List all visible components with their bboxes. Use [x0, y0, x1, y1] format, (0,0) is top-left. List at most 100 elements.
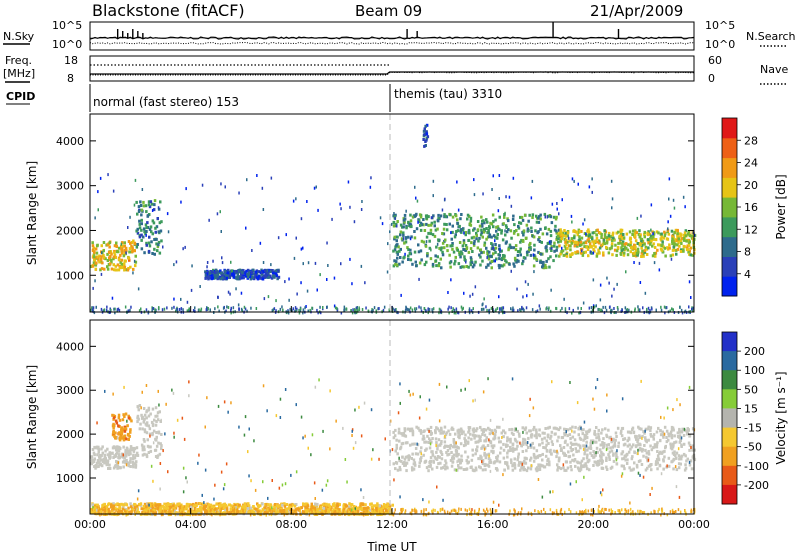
heatmap-cell [135, 245, 139, 249]
heatmap-cell [614, 438, 617, 442]
heatmap-cell [419, 457, 422, 461]
heatmap-cell [666, 406, 669, 410]
heatmap-cell [522, 295, 524, 299]
heatmap-cell [519, 247, 522, 251]
heatmap-cell [147, 406, 151, 410]
heatmap-cell [454, 255, 457, 259]
colorbar-swatch [722, 118, 737, 139]
heatmap-cell [537, 216, 540, 220]
heatmap-cell [612, 444, 616, 448]
heatmap-cell [467, 239, 470, 242]
heatmap-cell [355, 309, 357, 313]
heatmap-cell [448, 222, 451, 226]
heatmap-cell [395, 263, 399, 267]
heatmap-cell [104, 257, 107, 261]
heatmap-cell [454, 214, 458, 218]
heatmap-cell [92, 451, 96, 455]
heatmap-cell [321, 488, 324, 492]
heatmap-cell [134, 264, 137, 268]
heatmap-cell [448, 261, 452, 265]
heatmap-cell [252, 268, 255, 272]
heatmap-cell [325, 505, 328, 509]
heatmap-cell [237, 503, 241, 507]
heatmap-cell [492, 220, 495, 224]
heatmap-cell [93, 250, 96, 254]
heatmap-cell [148, 502, 152, 506]
heatmap-cell [636, 247, 640, 251]
heatmap-cell [531, 216, 534, 219]
heatmap-cell [247, 450, 249, 454]
heatmap-cell [444, 467, 447, 471]
heatmap-cell [549, 242, 552, 246]
heatmap-cell [535, 214, 538, 218]
heatmap-cell [460, 388, 462, 392]
heatmap-cell [401, 455, 404, 459]
heatmap-cell [625, 270, 627, 274]
heatmap-cell [510, 307, 512, 311]
heatmap-cell [462, 430, 465, 434]
heatmap-cell [679, 239, 683, 243]
heatmap-cell [560, 448, 563, 452]
heatmap-cell [116, 464, 120, 468]
heatmap-cell [587, 237, 590, 241]
heatmap-cell [129, 505, 133, 509]
heatmap-cell [434, 259, 438, 263]
heatmap-cell [155, 420, 158, 423]
heatmap-cell [343, 503, 346, 507]
heatmap-cell [482, 219, 485, 223]
heatmap-cell [219, 277, 222, 281]
heatmap-cell [385, 509, 388, 513]
heatmap-cell [153, 247, 156, 251]
heatmap-cell [133, 203, 136, 207]
heatmap-cell [486, 444, 490, 447]
nave-right-tick-bottom: 0 [708, 72, 715, 85]
heatmap-cell [220, 274, 224, 278]
heatmap-cell [224, 185, 226, 189]
heatmap-cell [466, 455, 470, 459]
heatmap-cell [606, 276, 608, 280]
heatmap-cell [333, 502, 336, 506]
heatmap-cell [566, 311, 568, 315]
heatmap-cell [438, 307, 441, 311]
heatmap-cell [131, 247, 134, 251]
heatmap-cell [396, 220, 399, 223]
heatmap-cell [425, 130, 428, 134]
heatmap-cell [149, 504, 152, 507]
heatmap-cell [102, 505, 106, 509]
heatmap-cell [560, 250, 563, 253]
heatmap-cell [629, 237, 632, 241]
heatmap-cell [656, 461, 659, 465]
heatmap-cell [526, 227, 530, 231]
heatmap-cell [626, 444, 630, 448]
heatmap-cell [447, 444, 450, 448]
heatmap-cell [127, 453, 131, 457]
heatmap-cell [483, 433, 487, 437]
heatmap-cell [101, 251, 103, 255]
heatmap-cell [587, 254, 590, 258]
heatmap-cell [92, 246, 95, 250]
heatmap-cell [471, 448, 474, 452]
heatmap-cell [220, 182, 222, 186]
heatmap-cell [444, 459, 447, 463]
heatmap-cell [671, 240, 674, 243]
heatmap-cell [688, 280, 691, 284]
heatmap-cell [466, 217, 469, 221]
heatmap-cell [123, 429, 127, 433]
heatmap-cell [609, 235, 612, 239]
heatmap-cell [354, 441, 357, 445]
heatmap-cell [427, 428, 430, 432]
heatmap-cell [92, 510, 96, 514]
heatmap-cell [209, 308, 211, 312]
heatmap-cell [530, 226, 533, 230]
heatmap-cell [111, 296, 114, 300]
colorbar-swatch [722, 197, 737, 218]
heatmap-cell [496, 425, 499, 429]
heatmap-cell [548, 463, 551, 467]
heatmap-cell [319, 505, 323, 509]
heatmap-cell [676, 232, 679, 236]
heatmap-cell [598, 251, 601, 255]
heatmap-cell [456, 221, 459, 225]
heatmap-cell [592, 243, 596, 247]
heatmap-cell [445, 244, 449, 247]
heatmap-cell [188, 309, 191, 313]
